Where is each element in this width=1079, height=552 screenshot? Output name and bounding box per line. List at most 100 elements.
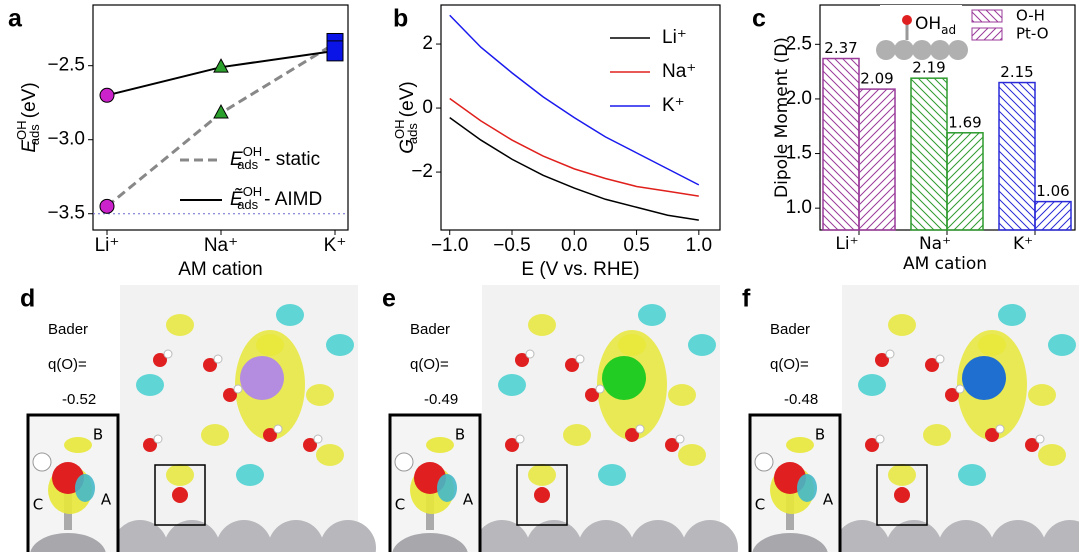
oxygen (534, 487, 550, 503)
oxygen (515, 353, 529, 367)
bader-text: q(O)= (48, 356, 87, 373)
x-tick-label: 0.0 (561, 235, 587, 256)
isosurface (923, 424, 951, 446)
site-label: A (463, 491, 474, 509)
hydrogen (233, 384, 243, 394)
pt-atom (216, 520, 272, 552)
site-label: B (455, 426, 465, 444)
pt-atom (630, 520, 686, 552)
pt-atom (886, 520, 942, 552)
legend-name: - static (264, 149, 320, 170)
panel-letter: a (8, 5, 23, 33)
isosurface (1048, 334, 1076, 356)
isosurface (688, 334, 716, 356)
oxygen (585, 388, 599, 402)
pt-atom (682, 520, 738, 552)
subscript: ads (405, 123, 420, 144)
isosurface (998, 304, 1026, 326)
zoom-box (876, 464, 928, 526)
hydrogen (32, 452, 52, 472)
isosurface (858, 374, 886, 396)
series-line (449, 117, 699, 221)
bar (858, 88, 896, 231)
bader-text: q(O)= (770, 356, 809, 373)
y-tick-label: 2.0 (786, 88, 812, 109)
isosurface (598, 464, 626, 486)
marker (99, 198, 115, 214)
legend-label: O-H (1016, 7, 1045, 25)
y-tick-label: 2.5 (786, 33, 812, 54)
cation (240, 356, 284, 400)
marker (213, 104, 229, 119)
x-tick-label: Na⁺ (204, 235, 238, 256)
bader-text: Bader (770, 321, 810, 338)
hydrogen (575, 354, 585, 364)
hydrogen (955, 384, 965, 394)
oxygen (153, 353, 167, 367)
y-tick-label: 1.0 (786, 197, 812, 218)
marker (99, 87, 115, 103)
hydrogen (595, 384, 605, 394)
oxygen (894, 487, 910, 503)
series-line (449, 14, 700, 186)
hydrogen (213, 354, 223, 364)
isosurface (75, 474, 95, 502)
isosurface (797, 474, 817, 502)
x-tick-label: Li⁺ (95, 235, 120, 256)
legend-label: Na⁺ (662, 61, 696, 82)
hydrogen (525, 349, 535, 359)
bader-text: -0.49 (424, 391, 458, 408)
pt-atom (1042, 520, 1079, 552)
marker (213, 58, 229, 73)
oxygen (865, 438, 879, 452)
isosurface (888, 314, 916, 336)
oxygen (1025, 438, 1039, 452)
y-tick-label: −3.0 (47, 129, 85, 150)
render-bg (842, 285, 1079, 552)
inset-pt (752, 533, 828, 552)
superscript: OH (243, 144, 263, 159)
legend-label: Li⁺ (662, 27, 687, 48)
inset-base: OH (915, 14, 941, 34)
pt-atom (834, 520, 890, 552)
superscript: OH (392, 119, 407, 138)
hydrogen (273, 424, 283, 434)
panel-letter: c (752, 5, 766, 33)
pt-atom (938, 520, 994, 552)
symbol: G (397, 139, 418, 154)
isosurface (563, 424, 591, 446)
isosurface (678, 444, 706, 466)
isosurface (437, 474, 457, 502)
hydrogen (935, 354, 945, 364)
oxygen (902, 15, 912, 25)
bader-text: q(O)= (410, 356, 449, 373)
x-axis-label: E (V vs. RHE) (521, 259, 639, 280)
unit: (eV) (397, 81, 418, 117)
panel-letter: e (382, 285, 396, 313)
y-tick-label: −2 (411, 161, 433, 182)
bader-text: -0.48 (784, 391, 818, 408)
y-tick-label: −2.5 (47, 55, 85, 76)
surface-atom (948, 40, 968, 60)
legend-label: K⁺ (662, 95, 685, 116)
x-axis-label: AM cation (903, 254, 987, 274)
isosurface (1028, 384, 1056, 406)
site-label: C (755, 496, 765, 514)
symbol: Ẽ (230, 188, 243, 210)
site-label: B (93, 426, 103, 444)
superscript: OH (14, 120, 29, 139)
value-label: 2.19 (912, 59, 945, 77)
legend-swatch (971, 9, 1003, 23)
inset-sub: ad (941, 23, 956, 37)
pt-atom (268, 520, 324, 552)
isosurface (326, 334, 354, 356)
structure-panel: f Bader q(O)= -0.48 A B C (742, 285, 1079, 552)
site-label: A (823, 491, 834, 509)
hydrogen (754, 452, 774, 472)
legend-label: ẼOH ads - AIMD (230, 184, 322, 212)
isosurface (276, 304, 304, 326)
x-axis-label: AM cation (178, 259, 262, 280)
oxygen (665, 438, 679, 452)
hydrogen (515, 434, 525, 444)
